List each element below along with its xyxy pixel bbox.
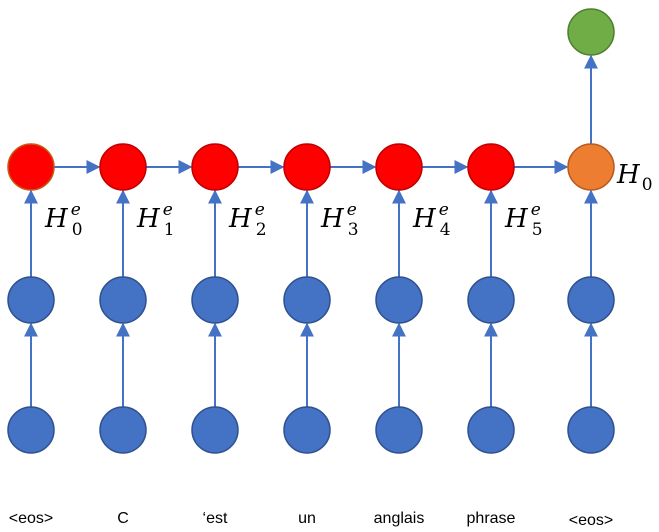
embedding-node-1 (99, 276, 147, 324)
embedding-node-3 (283, 276, 331, 324)
encoder-hidden-node-4 (375, 143, 423, 191)
output-node (567, 8, 615, 56)
input-node-0 (7, 406, 55, 454)
encoder-hidden-node-2 (191, 143, 239, 191)
embedding-node-0 (7, 276, 55, 324)
encoder-hidden-node-1 (99, 143, 147, 191)
embedding-node-2 (191, 276, 239, 324)
input-word-0: <eos> (9, 510, 53, 527)
arrows (24, 54, 598, 407)
input-word-6: <eos> (569, 512, 613, 529)
input-word-5: phrase (467, 510, 516, 527)
encoder-hidden-node-5 (467, 143, 515, 191)
input-word-4: anglais (374, 510, 425, 527)
input-node-2 (191, 406, 239, 454)
input-node-1 (99, 406, 147, 454)
input-node-4 (375, 406, 423, 454)
embedding-node-6 (567, 276, 615, 324)
input-node-6 (567, 406, 615, 454)
embedding-node-5 (467, 276, 515, 324)
input-node-3 (283, 406, 331, 454)
decoder-hidden-node (567, 143, 615, 191)
encoder-hidden-node-3 (283, 143, 331, 191)
labels: <eos> H e 0 C H e 1 ‘est H e 2 un H e 3 anglais H e 4 phrase… (9, 160, 653, 529)
input-word-2: ‘est (203, 510, 228, 527)
embedding-node-4 (375, 276, 423, 324)
nodes (7, 8, 615, 454)
input-word-3: un (298, 510, 316, 527)
encoder-hidden-node-0 (7, 143, 55, 191)
input-word-1: C (117, 510, 129, 527)
input-node-5 (467, 406, 515, 454)
